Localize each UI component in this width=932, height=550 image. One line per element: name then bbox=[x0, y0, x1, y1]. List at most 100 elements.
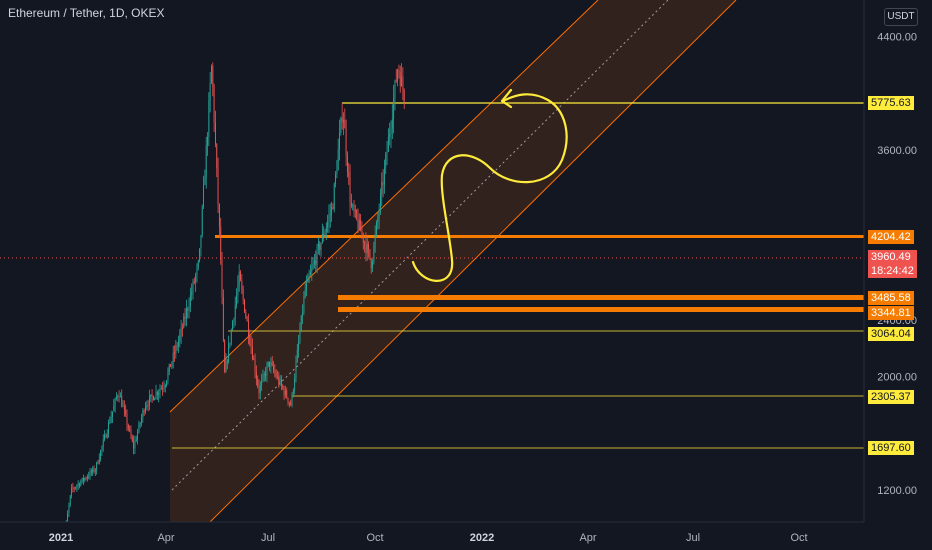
candle-body-36 bbox=[108, 422, 109, 434]
candle-body-74 bbox=[158, 392, 160, 395]
candle-body-123 bbox=[222, 296, 224, 341]
candle-body-21 bbox=[88, 476, 90, 478]
candle-body-126 bbox=[226, 360, 228, 362]
candle-body-46 bbox=[121, 396, 123, 407]
candle-body-118 bbox=[216, 143, 218, 168]
candle-body-67 bbox=[148, 396, 150, 406]
candle-body-225 bbox=[357, 218, 359, 230]
price-label-level: 5775.63 bbox=[868, 96, 914, 110]
candle-body-112 bbox=[208, 100, 210, 138]
candle-body-90 bbox=[179, 334, 181, 341]
candle-body-69 bbox=[151, 394, 153, 397]
price-label-band: 3485.58 bbox=[868, 291, 914, 305]
candle-body-80 bbox=[166, 380, 168, 386]
candle-body-128 bbox=[229, 342, 231, 345]
candle-body-75 bbox=[159, 389, 161, 393]
candle-body-95 bbox=[185, 309, 187, 319]
candle-body-210 bbox=[337, 149, 339, 171]
candle-body-134 bbox=[237, 285, 239, 296]
time-tick-label: Oct bbox=[790, 532, 807, 544]
candle-body-226 bbox=[358, 220, 360, 230]
candle-body-228 bbox=[361, 231, 363, 234]
candle-body-101 bbox=[193, 281, 195, 283]
price-label-current: 3960.49 18:24:42 bbox=[868, 250, 917, 278]
candle-body-151 bbox=[259, 385, 261, 393]
candle-body-61 bbox=[141, 417, 142, 424]
candle-body-237 bbox=[373, 244, 375, 262]
candle-body-258 bbox=[401, 76, 403, 86]
resistance-band-4204 bbox=[215, 235, 864, 238]
candle-body-142 bbox=[247, 321, 249, 337]
candle-body-130 bbox=[232, 322, 234, 330]
candle-body-163 bbox=[275, 373, 277, 378]
price-label-band: 4204.42 bbox=[868, 230, 914, 244]
candle-body-64 bbox=[145, 407, 146, 413]
candle-body-97 bbox=[188, 306, 190, 311]
candle-body-88 bbox=[176, 345, 178, 347]
candle-body-50 bbox=[126, 414, 128, 426]
candle-body-223 bbox=[354, 210, 356, 212]
candle-body-91 bbox=[180, 327, 182, 335]
candle-body-236 bbox=[372, 261, 373, 268]
candle-body-194 bbox=[316, 247, 318, 265]
candle-body-33 bbox=[104, 434, 106, 440]
candle-body-51 bbox=[127, 425, 129, 429]
candle-body-239 bbox=[376, 222, 377, 235]
price-label-value: 1697.60 bbox=[871, 442, 911, 454]
price-label-value: 4204.42 bbox=[871, 231, 911, 243]
candle-body-132 bbox=[234, 304, 236, 319]
candle-body-206 bbox=[332, 206, 334, 210]
candle-body-208 bbox=[335, 173, 337, 184]
channel-midline bbox=[171, 0, 669, 491]
candle-body-139 bbox=[244, 299, 245, 313]
candle-body-147 bbox=[254, 359, 256, 373]
candle-body-117 bbox=[214, 122, 216, 144]
candle-body-111 bbox=[207, 137, 208, 146]
time-tick-label: Oct bbox=[366, 532, 383, 544]
candle-body-45 bbox=[119, 396, 121, 398]
candle-body-35 bbox=[106, 433, 108, 438]
candle-body-100 bbox=[192, 281, 194, 293]
candle-body-164 bbox=[277, 376, 278, 378]
currency-button[interactable]: USDT bbox=[884, 8, 918, 26]
candle-body-10 bbox=[73, 488, 75, 489]
candle-body-138 bbox=[242, 289, 244, 300]
candle-body-154 bbox=[263, 373, 265, 375]
candlestick-series bbox=[61, 62, 405, 550]
candle-body-144 bbox=[250, 343, 252, 347]
candle-body-187 bbox=[307, 276, 309, 283]
time-tick-label: Apr bbox=[157, 532, 174, 544]
candle-body-204 bbox=[329, 213, 331, 216]
candle-body-60 bbox=[139, 423, 141, 424]
candle-body-54 bbox=[131, 437, 133, 442]
candle-body-16 bbox=[81, 477, 83, 482]
candle-body-232 bbox=[366, 244, 368, 253]
candle-body-217 bbox=[346, 155, 348, 172]
candle-body-104 bbox=[197, 260, 199, 267]
forecast-curve bbox=[411, 93, 568, 282]
candle-body-135 bbox=[238, 271, 240, 286]
price-label-level: 2305.37 bbox=[868, 390, 914, 404]
candle-body-247 bbox=[386, 151, 388, 155]
candle-body-116 bbox=[213, 87, 215, 123]
horizontal-levels[interactable] bbox=[0, 102, 864, 449]
candle-body-175 bbox=[291, 393, 293, 406]
symbol-title[interactable]: Ethereum / Tether, 1D, OKEX bbox=[8, 6, 165, 20]
candle-body-179 bbox=[296, 349, 298, 362]
candle-body-13 bbox=[77, 483, 79, 486]
candle-body-124 bbox=[224, 340, 226, 373]
candle-body-120 bbox=[218, 204, 220, 227]
candle-body-129 bbox=[230, 329, 232, 343]
candle-body-25 bbox=[93, 468, 95, 472]
candle-body-137 bbox=[241, 280, 243, 290]
resistance-band-3344 bbox=[338, 307, 864, 312]
candle-body-37 bbox=[109, 422, 111, 424]
candle-body-65 bbox=[146, 405, 148, 408]
candle-body-162 bbox=[274, 370, 276, 374]
candle-body-148 bbox=[255, 372, 257, 379]
candle-body-219 bbox=[349, 176, 351, 203]
candle-body-49 bbox=[125, 409, 127, 415]
candle-body-63 bbox=[143, 410, 145, 413]
forecast-path-drawing[interactable] bbox=[411, 88, 568, 282]
